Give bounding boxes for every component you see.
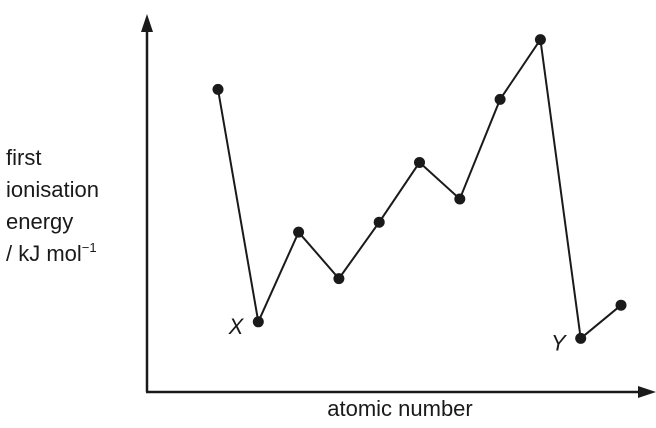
data-point-9 <box>534 34 546 46</box>
data-point-4 <box>333 273 345 285</box>
y-axis-label-line-1: first <box>6 145 42 170</box>
data-point-2 <box>252 316 264 328</box>
y-axis-unit-main: / kJ mol <box>6 241 82 266</box>
data-point-10 <box>575 332 587 344</box>
y-axis-label-line-2: ionisation <box>6 177 99 202</box>
point-label-x: X <box>228 314 245 339</box>
y-axis-label-line-3: energy <box>6 209 74 234</box>
x-axis-arrowhead <box>638 386 656 398</box>
data-point-1 <box>212 83 224 95</box>
y-axis-unit-superscript: −1 <box>81 240 97 255</box>
data-point-7 <box>454 193 466 205</box>
x-axis-label: atomic number <box>327 396 473 421</box>
point-label-y: Y <box>551 330 567 355</box>
data-point-3 <box>293 226 305 238</box>
data-point-11 <box>615 299 627 311</box>
y-axis-arrowhead <box>141 14 153 32</box>
y-axis-label: first ionisation energy / kJ mol−1 <box>6 142 99 270</box>
data-point-5 <box>373 216 385 228</box>
y-axis-unit: / kJ mol−1 <box>6 238 99 270</box>
data-point-8 <box>494 93 506 105</box>
series-line <box>217 36 622 341</box>
data-point-6 <box>414 156 425 168</box>
